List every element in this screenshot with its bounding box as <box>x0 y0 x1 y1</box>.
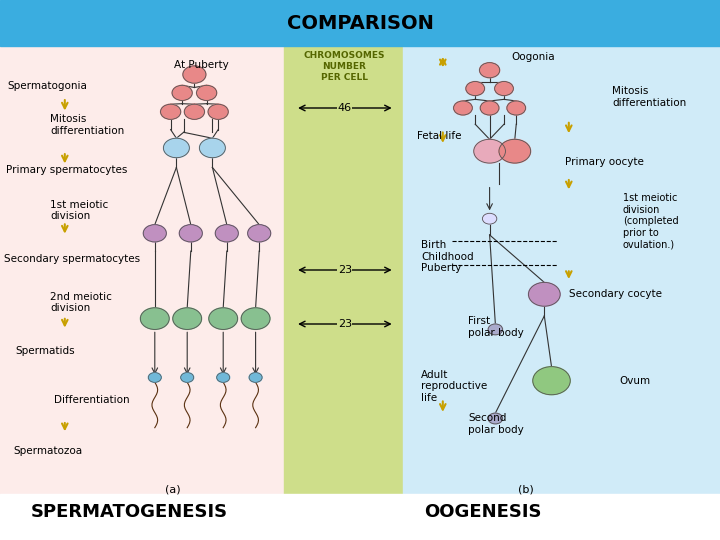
Circle shape <box>248 225 271 242</box>
Text: Mitosis
differentiation: Mitosis differentiation <box>612 86 686 108</box>
Bar <box>0 0 720 46</box>
Circle shape <box>480 101 499 115</box>
Text: Primary spermatocytes: Primary spermatocytes <box>6 165 127 175</box>
Circle shape <box>217 373 230 382</box>
Circle shape <box>184 104 204 119</box>
Circle shape <box>215 225 238 242</box>
Circle shape <box>148 373 161 382</box>
Text: At Puberty: At Puberty <box>174 60 229 70</box>
Circle shape <box>474 139 505 163</box>
Circle shape <box>533 367 570 395</box>
Circle shape <box>172 85 192 100</box>
Text: Spermatids: Spermatids <box>16 346 76 356</box>
Circle shape <box>507 101 526 115</box>
Circle shape <box>482 213 497 224</box>
Circle shape <box>163 138 189 158</box>
Text: SPERMATOGENESIS: SPERMATOGENESIS <box>31 503 228 521</box>
Text: 1st meiotic
division
(completed
prior to
ovulation.): 1st meiotic division (completed prior to… <box>623 193 678 249</box>
Text: (a): (a) <box>165 485 181 495</box>
Circle shape <box>241 308 270 329</box>
Bar <box>0 494 720 540</box>
Text: 23: 23 <box>338 265 352 275</box>
Text: 2nd meiotic
division: 2nd meiotic division <box>50 292 112 313</box>
Circle shape <box>499 139 531 163</box>
Circle shape <box>143 225 166 242</box>
Text: Birth
Childhood
Puberty: Birth Childhood Puberty <box>421 240 474 273</box>
Circle shape <box>179 225 202 242</box>
Text: Secondary spermatocytes: Secondary spermatocytes <box>4 254 140 264</box>
Circle shape <box>199 138 225 158</box>
Bar <box>0 46 284 494</box>
Text: 23: 23 <box>338 319 352 329</box>
Text: Mitosis
differentiation: Mitosis differentiation <box>50 114 125 136</box>
Circle shape <box>208 104 228 119</box>
Bar <box>403 46 720 494</box>
Circle shape <box>209 308 238 329</box>
Circle shape <box>488 413 503 424</box>
Text: Spermatozoa: Spermatozoa <box>13 446 82 456</box>
Bar <box>284 46 403 494</box>
Text: Differentiation: Differentiation <box>54 395 130 404</box>
Text: Ovum: Ovum <box>619 376 650 386</box>
Text: Adult
reproductive
life: Adult reproductive life <box>421 369 487 403</box>
Circle shape <box>528 282 560 306</box>
Circle shape <box>454 101 472 115</box>
Text: Fetal life: Fetal life <box>417 131 462 141</box>
Text: First
polar body: First polar body <box>468 316 523 338</box>
Text: OOGENESIS: OOGENESIS <box>423 503 541 521</box>
Circle shape <box>181 373 194 382</box>
Circle shape <box>173 308 202 329</box>
Circle shape <box>140 308 169 329</box>
Circle shape <box>466 82 485 96</box>
Circle shape <box>488 324 503 335</box>
Circle shape <box>183 66 206 83</box>
Text: 46: 46 <box>338 103 352 113</box>
Text: Primary oocyte: Primary oocyte <box>565 157 644 167</box>
Circle shape <box>249 373 262 382</box>
Text: CHROMOSOMES
NUMBER
PER CELL: CHROMOSOMES NUMBER PER CELL <box>303 51 385 83</box>
Text: Secondary cocyte: Secondary cocyte <box>569 289 662 299</box>
Text: 1st meiotic
division: 1st meiotic division <box>50 200 109 221</box>
Circle shape <box>480 63 500 78</box>
Circle shape <box>197 85 217 100</box>
Text: Second
polar body: Second polar body <box>468 413 523 435</box>
Text: COMPARISON: COMPARISON <box>287 14 433 33</box>
Text: Oogonia: Oogonia <box>511 52 554 62</box>
Circle shape <box>495 82 513 96</box>
Text: (b): (b) <box>518 485 534 495</box>
Circle shape <box>161 104 181 119</box>
Text: Spermatogonia: Spermatogonia <box>7 82 87 91</box>
